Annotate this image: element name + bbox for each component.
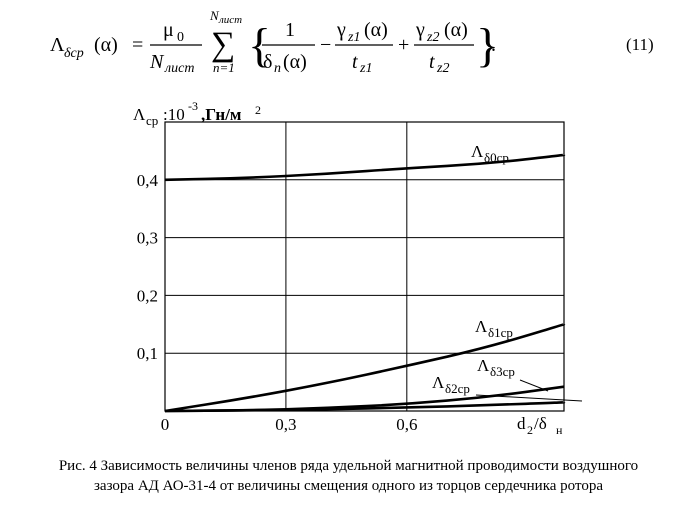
formula-one: 1 bbox=[285, 19, 295, 41]
x-axis-label-delta-sub: н bbox=[556, 423, 563, 437]
formula-N: N bbox=[149, 51, 165, 73]
series-label-delta3-symbol: Λ bbox=[477, 356, 490, 375]
formula-N-sub: лист bbox=[164, 61, 194, 76]
formula-t-2-sub: z2 bbox=[436, 61, 449, 76]
series-label-delta2-symbol: Λ bbox=[432, 373, 445, 392]
leader-line-delta3 bbox=[519, 379, 549, 392]
formula-delta-sub: n bbox=[274, 61, 281, 76]
series-label-delta1: Λ δ1ср bbox=[475, 317, 513, 340]
series-label-delta2: Λ δ2ср bbox=[432, 373, 470, 396]
y-tick-label: 0,4 bbox=[137, 171, 159, 190]
formula-sum-upper-N: N bbox=[209, 8, 220, 23]
y-axis-label-unit: :10 bbox=[163, 105, 185, 124]
caption-line-2: зазора АД АО-31-4 от величины смещения о… bbox=[94, 478, 603, 494]
formula-t-2: t bbox=[429, 51, 435, 73]
y-axis-label-square: 2 bbox=[255, 103, 261, 117]
y-tick-label: 0,1 bbox=[137, 344, 158, 363]
formula-t-1: t bbox=[352, 51, 358, 73]
formula-gamma-1-sub: z1 bbox=[347, 30, 360, 45]
leader-line-delta2 bbox=[475, 394, 583, 402]
y-axis-label-symbol: Λ bbox=[133, 105, 146, 124]
y-axis-label-exp: -3 bbox=[188, 99, 198, 113]
formula-gamma-2: γ bbox=[415, 19, 425, 41]
formula-gamma-2-sub: z2 bbox=[426, 30, 439, 45]
series-label-delta2-sub: δ2ср bbox=[445, 381, 470, 396]
formula-11: Λ δср (α) = μ 0 N лист N лист ∑ n=1 { 1 … bbox=[50, 8, 654, 76]
formula-lhs-symbol: Λ bbox=[50, 34, 65, 56]
y-axis-label-sub: ср bbox=[146, 113, 158, 128]
caption-line-1: Рис. 4 Зависимость величины членов ряда … bbox=[58, 458, 639, 474]
chart-series bbox=[164, 153, 566, 413]
series-label-delta3: Λ δ3ср bbox=[477, 356, 515, 379]
x-tick-label: 0 bbox=[161, 415, 170, 434]
series-label-delta0: Λ δ0ср bbox=[471, 142, 509, 165]
formula-mu: μ bbox=[163, 19, 174, 41]
plot-frame bbox=[164, 121, 565, 412]
series-label-delta0-sub: δ0ср bbox=[484, 150, 509, 165]
formula-lhs-subscript: δср bbox=[64, 46, 84, 61]
x-axis-label-d-sub: 2 bbox=[527, 423, 533, 437]
series-label-delta3-sub: δ3ср bbox=[490, 364, 515, 379]
chart-labels: Λ ср :10 -3 ,Гн/м 2 d 2 /δ н Λ δ0ср Λ δ1… bbox=[133, 99, 583, 437]
formula-t-1-sub: z1 bbox=[359, 61, 372, 76]
series-label-delta0-symbol: Λ bbox=[471, 142, 484, 161]
formula-period: . bbox=[491, 34, 496, 56]
y-tick-label: 0,3 bbox=[137, 229, 158, 248]
formula-mu-sub: 0 bbox=[177, 30, 184, 45]
x-tick-label: 0,6 bbox=[396, 415, 417, 434]
formula-sum-upper-sub: лист bbox=[218, 14, 242, 26]
formula-lhs-arg: (α) bbox=[94, 34, 118, 56]
series-label-delta1-symbol: Λ bbox=[475, 317, 488, 336]
formula-sum-lower: n=1 bbox=[213, 60, 235, 75]
formula-right-brace: } bbox=[476, 19, 499, 72]
formula-sum-sign: ∑ bbox=[211, 26, 235, 63]
formula-delta: δ bbox=[263, 51, 272, 73]
formula-minus: − bbox=[320, 34, 331, 56]
y-axis-label-tail: ,Гн/м bbox=[201, 105, 242, 124]
chart: 0 0,3 0,6 0,1 0,2 0,3 0,4 Λ ср :10 -3 ,Гн/м 2 … bbox=[133, 99, 583, 437]
formula-gamma-1-arg: (α) bbox=[364, 19, 388, 41]
formula-delta-arg: (α) bbox=[283, 51, 307, 73]
figure-caption: Рис. 4 Зависимость величины членов ряда … bbox=[0, 456, 697, 496]
series-line-δ2ср bbox=[164, 401, 566, 413]
formula-gamma-2-arg: (α) bbox=[444, 19, 468, 41]
formula-gamma-1: γ bbox=[336, 19, 346, 41]
y-tick-label: 0,2 bbox=[137, 286, 158, 305]
formula-plus: + bbox=[398, 34, 409, 56]
x-axis-label-slash-delta: /δ bbox=[534, 414, 547, 433]
formula-left-brace: { bbox=[248, 19, 271, 72]
series-label-delta1-sub: δ1ср bbox=[488, 325, 513, 340]
formula-equals: = bbox=[132, 34, 143, 56]
chart-grid bbox=[164, 121, 565, 412]
series-line-δ0ср bbox=[164, 153, 566, 182]
x-axis-label-d: d bbox=[517, 414, 526, 433]
series-line-δ1ср bbox=[164, 323, 566, 413]
chart-ticks: 0 0,3 0,6 0,1 0,2 0,3 0,4 bbox=[137, 171, 418, 434]
x-tick-label: 0,3 bbox=[275, 415, 296, 434]
formula-number: (11) bbox=[626, 35, 654, 54]
